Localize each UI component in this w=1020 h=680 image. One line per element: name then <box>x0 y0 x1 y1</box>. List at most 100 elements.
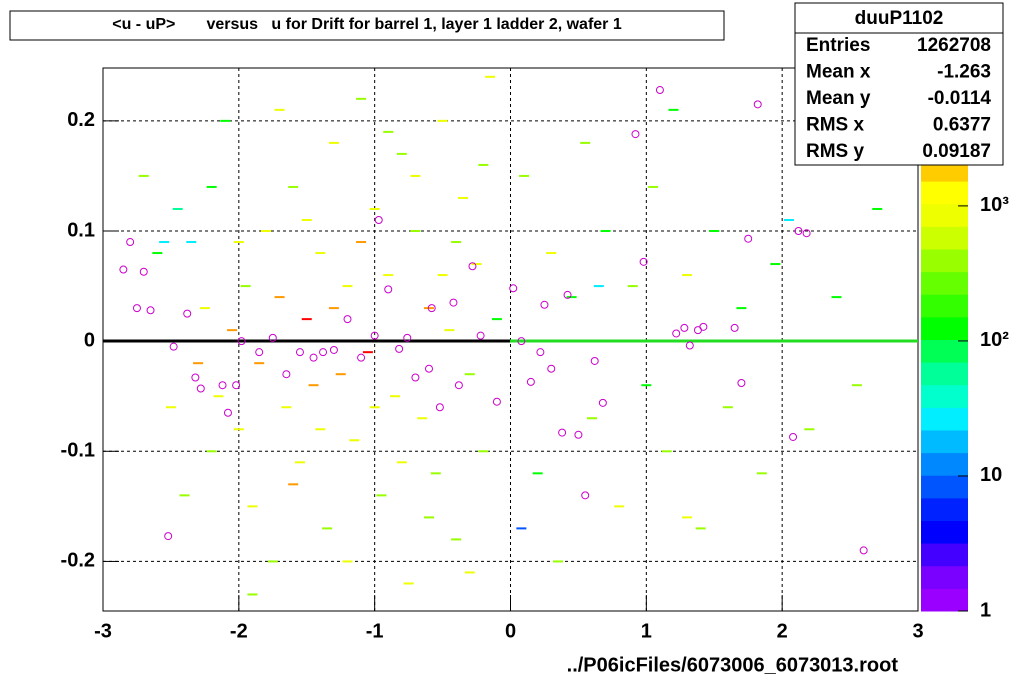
color-bar-segment <box>921 407 968 431</box>
cell <box>233 241 244 244</box>
cell <box>342 560 353 563</box>
x-axis-label: ../P06icFiles/6073006_6073013.root <box>567 654 899 676</box>
stats-value: 0.6377 <box>933 115 991 136</box>
profile-point <box>403 333 412 342</box>
cell <box>308 384 319 387</box>
chart-title: <u - uP> versus u for Drift for barrel 1… <box>112 16 622 33</box>
y-tick-label: 0.1 <box>67 219 95 241</box>
cell <box>390 395 401 398</box>
cell <box>566 296 577 299</box>
cell <box>756 472 767 475</box>
z-tick-label: 10 <box>980 464 1002 486</box>
cell <box>328 307 339 310</box>
profile-point <box>395 344 404 353</box>
profile-point <box>730 323 739 332</box>
profile-point <box>753 100 762 109</box>
profile-point <box>282 370 291 379</box>
cell <box>444 329 455 332</box>
cell <box>213 395 224 398</box>
cell <box>872 207 883 210</box>
profile-point <box>309 353 318 362</box>
profile-point <box>789 432 798 441</box>
cell <box>301 218 312 221</box>
x-tick-label: -2 <box>230 620 248 642</box>
stats-label: Mean x <box>806 62 871 83</box>
y-tick-label: -0.1 <box>61 440 95 462</box>
cell <box>485 75 496 78</box>
cell <box>193 362 204 365</box>
title-box <box>9 10 725 41</box>
stats-title: duuP1102 <box>855 8 944 29</box>
color-bar-segment <box>921 226 968 250</box>
cell <box>516 527 527 530</box>
cell <box>274 108 285 111</box>
profile-point <box>183 309 192 318</box>
cell <box>369 406 380 409</box>
stats-box: duuP1102 Entries 1262708 Mean x -1.263 Mean … <box>794 2 1004 166</box>
cell <box>240 285 251 288</box>
profile-point <box>672 329 681 338</box>
cell <box>417 417 428 420</box>
cell <box>627 285 638 288</box>
color-bar-segment <box>921 497 968 521</box>
stats-value: 0.09187 <box>922 141 991 162</box>
profile-point <box>237 337 246 346</box>
profile-point <box>319 348 328 357</box>
profile-point <box>329 345 338 354</box>
profile-point <box>598 398 607 407</box>
cell <box>206 185 217 188</box>
profile-point <box>744 234 753 243</box>
cell <box>553 560 564 563</box>
cell <box>138 174 149 177</box>
profile-point <box>526 377 535 386</box>
profile-point <box>132 304 141 313</box>
x-tick-label: 1 <box>641 620 652 642</box>
x-tick-label: 3 <box>912 620 923 642</box>
profile-point <box>357 353 366 362</box>
color-bar-segment <box>921 588 968 612</box>
stats-label: RMS y <box>806 141 865 162</box>
cell <box>206 450 217 453</box>
color-bar-segment <box>921 430 968 454</box>
cell <box>661 450 672 453</box>
profile-point <box>517 337 526 346</box>
z-tick-label: 10³ <box>980 194 1009 216</box>
profile-point <box>126 238 135 247</box>
cell <box>668 108 679 111</box>
profile-point <box>384 285 393 294</box>
cell <box>349 439 360 442</box>
cell <box>580 141 591 144</box>
cell <box>254 362 265 365</box>
cell <box>804 428 815 431</box>
x-tick-label: 0 <box>505 620 516 642</box>
cell <box>172 207 183 210</box>
cell <box>783 218 794 221</box>
profile-point <box>191 373 200 382</box>
cell <box>641 384 652 387</box>
cell <box>451 538 462 541</box>
cell <box>451 241 462 244</box>
cell <box>519 174 530 177</box>
profile-point <box>370 331 379 340</box>
cell <box>261 230 271 233</box>
profile-point <box>169 342 178 351</box>
profile-point <box>223 408 232 417</box>
profile-point <box>374 215 383 224</box>
profile-point <box>859 546 868 555</box>
cell <box>770 263 781 266</box>
cell <box>410 174 421 177</box>
cell <box>831 296 842 299</box>
color-bar-segment <box>921 452 968 476</box>
cell <box>362 351 373 354</box>
profile-point <box>581 491 590 500</box>
profile-point <box>558 428 567 437</box>
cell <box>491 318 502 321</box>
cell <box>152 252 163 255</box>
cell <box>179 494 190 497</box>
cell <box>322 527 333 530</box>
cell <box>288 185 299 188</box>
profile-point <box>655 86 664 95</box>
color-bar-segment <box>921 249 968 273</box>
cell <box>186 241 197 244</box>
z-tick-label: 1 <box>980 599 991 621</box>
